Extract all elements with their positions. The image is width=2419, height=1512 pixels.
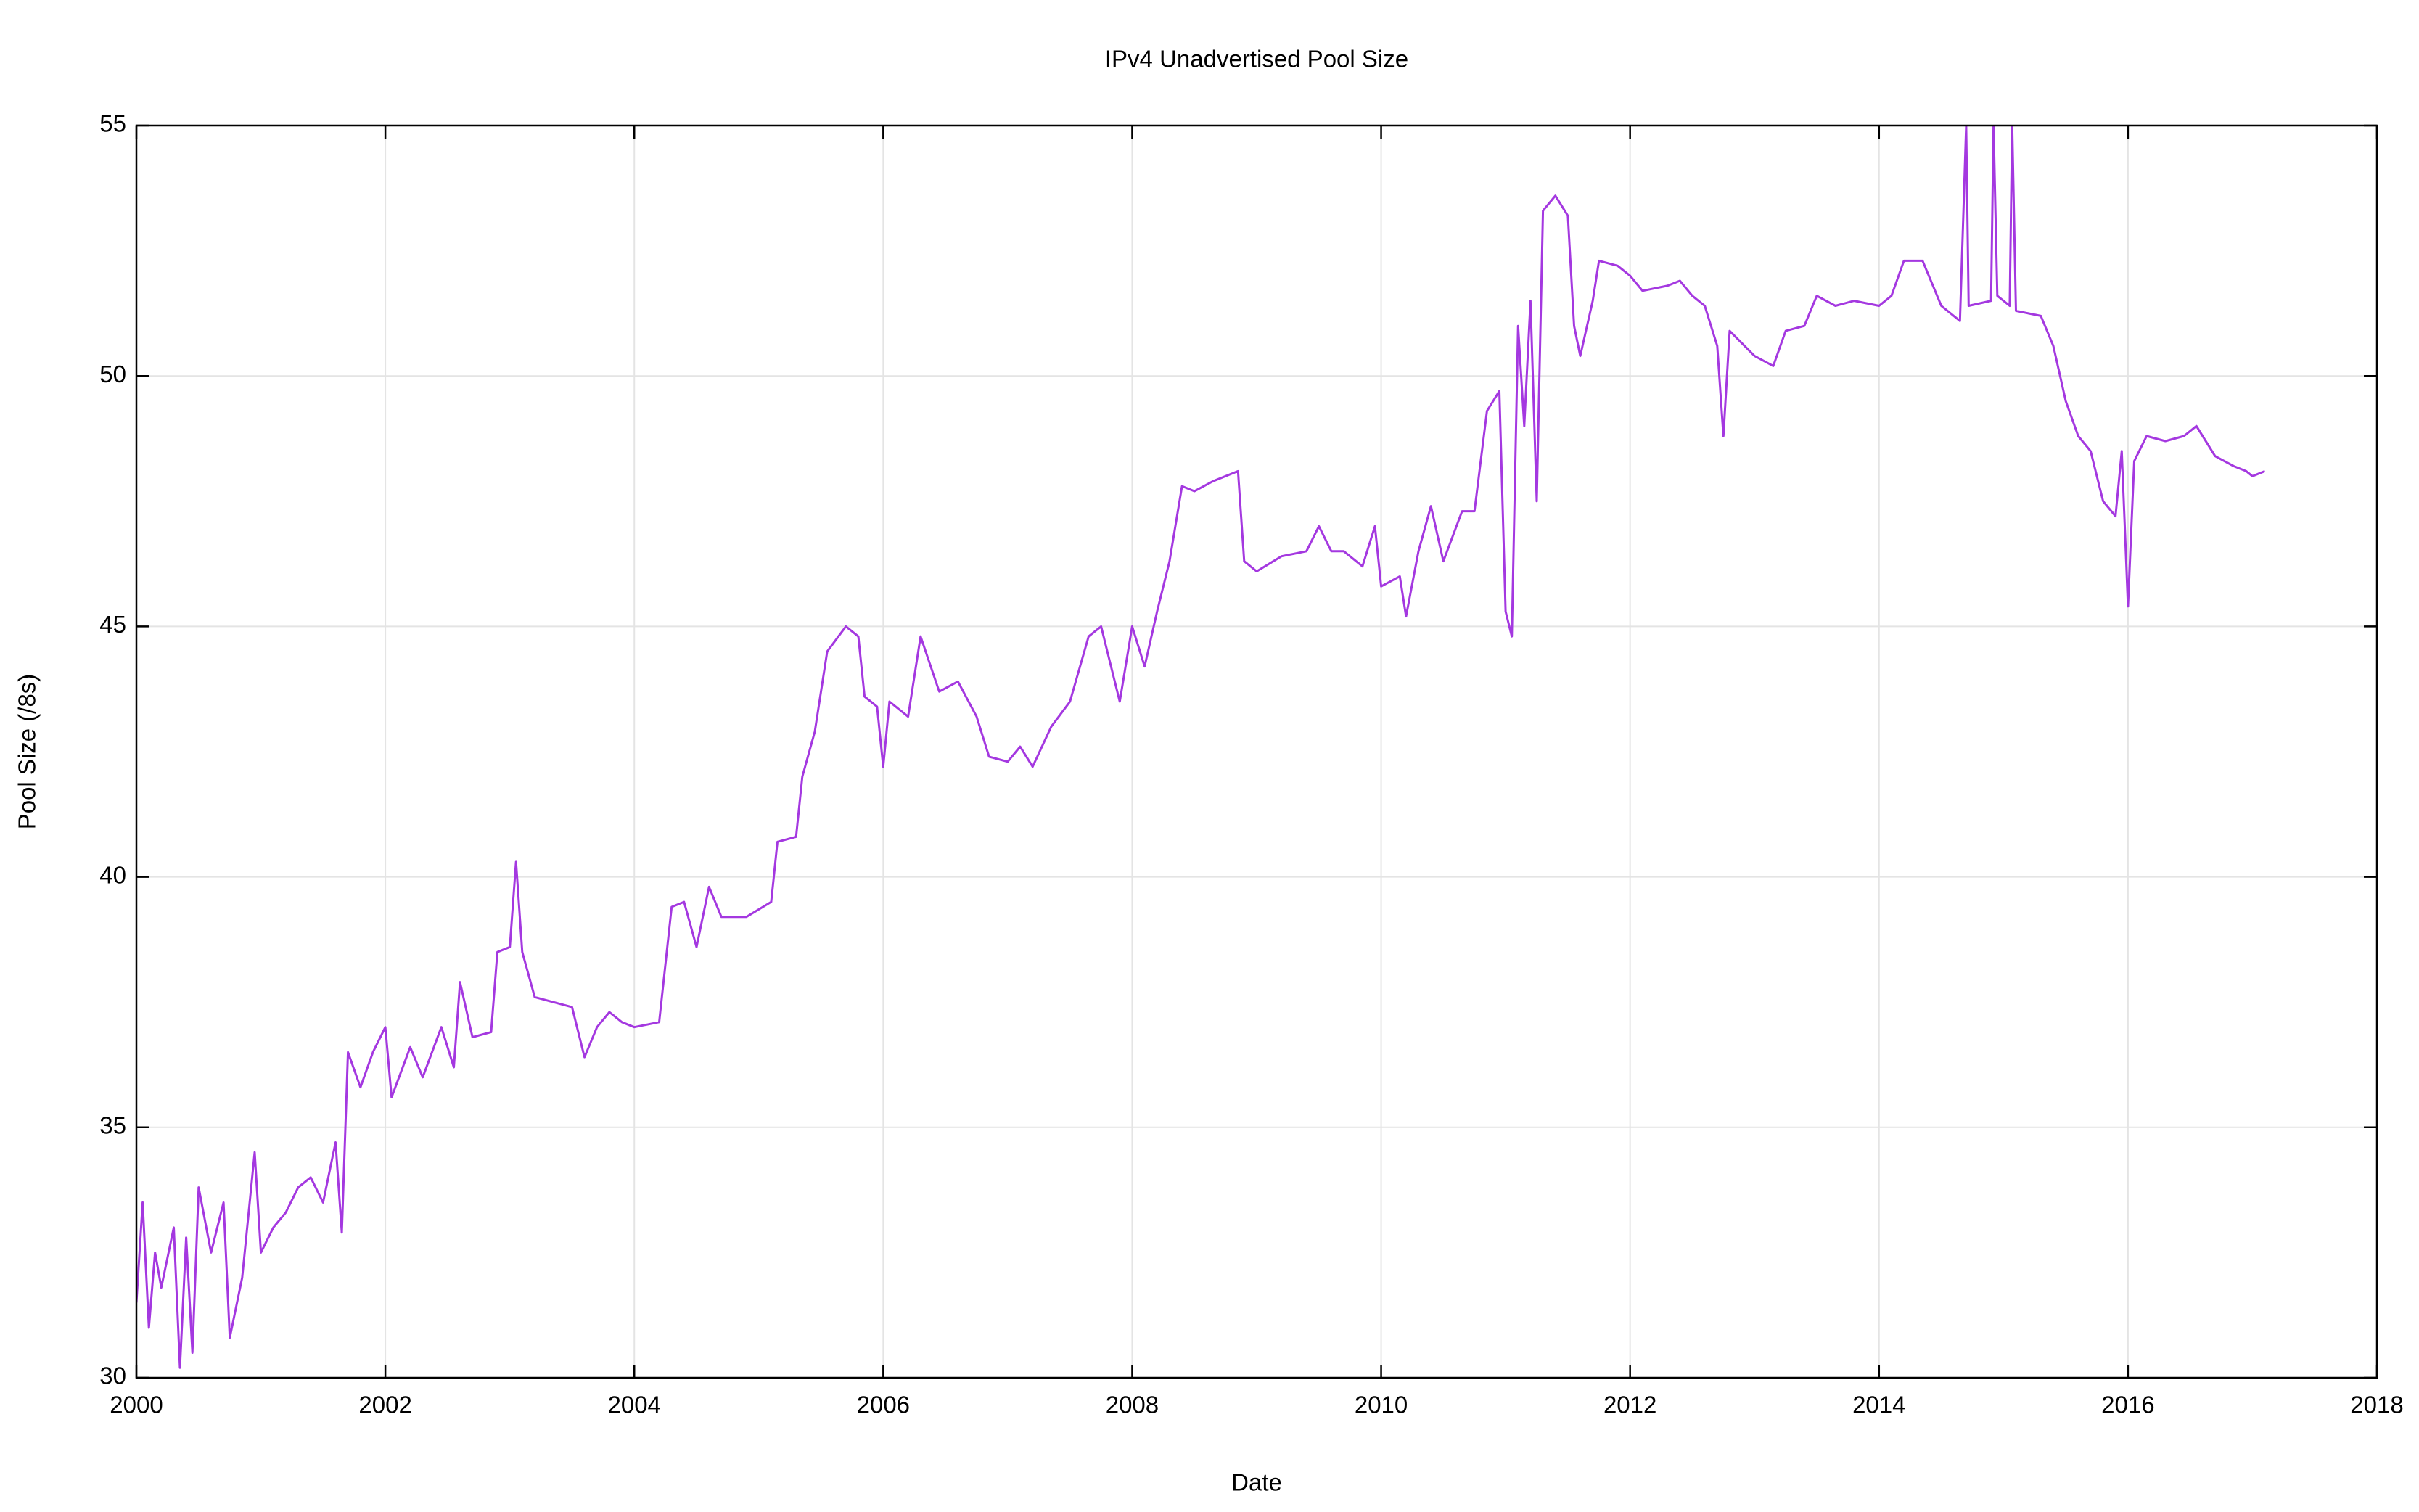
y-tick-label: 55	[99, 110, 126, 137]
y-tick-label: 35	[99, 1112, 126, 1139]
y-tick-label: 45	[99, 611, 126, 638]
x-tick-label: 2000	[110, 1392, 163, 1418]
x-tick-label: 2012	[1603, 1392, 1656, 1418]
x-tick-label: 2002	[358, 1392, 411, 1418]
x-tick-label: 2004	[608, 1392, 661, 1418]
data-line	[136, 126, 2266, 1369]
y-tick-label: 40	[99, 861, 126, 888]
y-tick-label: 50	[99, 361, 126, 387]
x-tick-label: 2006	[857, 1392, 910, 1418]
x-tick-label: 2018	[2350, 1392, 2403, 1418]
x-tick-label: 2014	[1852, 1392, 1905, 1418]
x-axis-label: Date	[1231, 1469, 1282, 1496]
plot-frame	[135, 124, 2378, 1379]
x-tick-label: 2008	[1106, 1392, 1159, 1418]
x-tick-label: 2016	[2101, 1392, 2154, 1418]
y-axis-label: Pool Size (/8s)	[14, 674, 41, 830]
chart-title: IPv4 Unadvertised Pool Size	[1105, 46, 1408, 73]
x-tick-label: 2010	[1355, 1392, 1408, 1418]
y-tick-label: 30	[99, 1363, 126, 1389]
